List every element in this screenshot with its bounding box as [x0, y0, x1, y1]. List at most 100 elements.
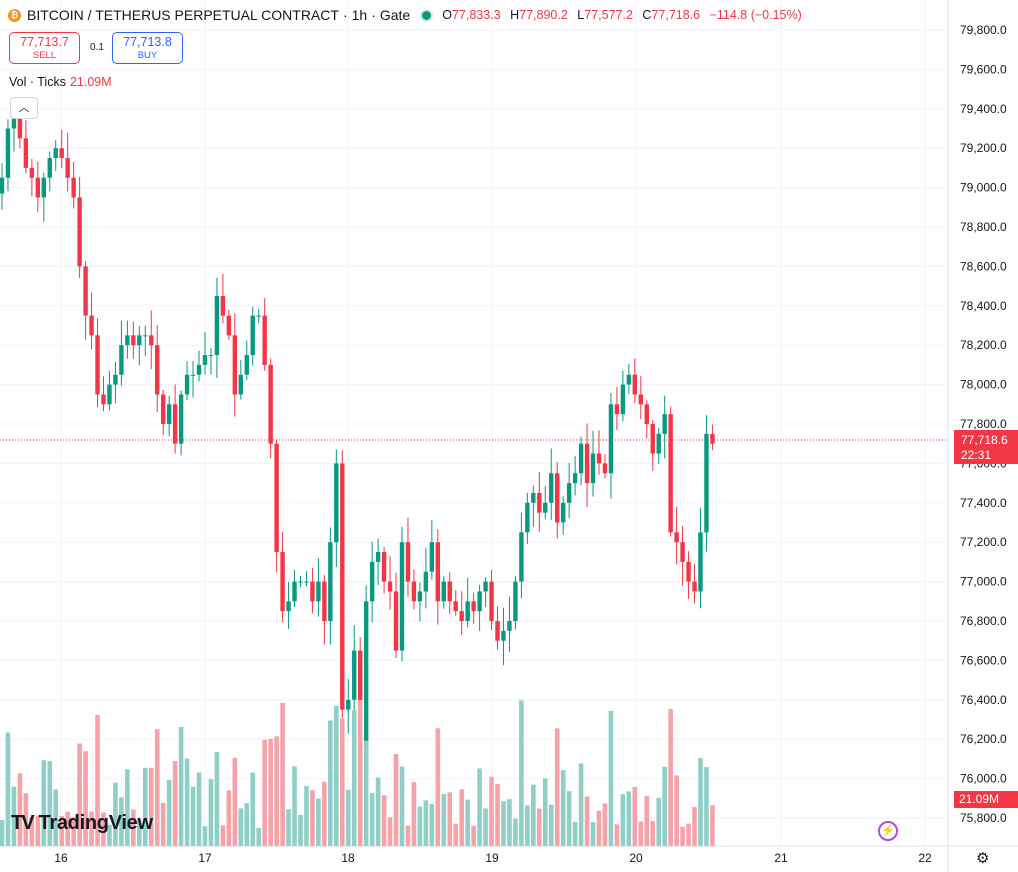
candle-body [393, 591, 399, 651]
candle-body [238, 374, 243, 395]
candle-body [363, 601, 369, 750]
volume-bar [41, 760, 47, 846]
volume-bar [29, 816, 35, 846]
volume-bar [244, 803, 250, 846]
candle-body [525, 502, 530, 533]
volume-bar [59, 816, 64, 846]
x-tick-label: 16 [54, 851, 68, 865]
volume-bar [184, 758, 190, 846]
volume-bar [23, 793, 29, 846]
volume-bar [399, 766, 405, 846]
candle-body [65, 158, 70, 178]
volume-bar [35, 815, 41, 846]
x-tick-label: 17 [198, 851, 212, 865]
volume-bar [178, 726, 184, 846]
candle-body [710, 433, 715, 444]
volume-bar [316, 798, 321, 846]
volume-bar [0, 819, 5, 846]
tradingview-logo-icon: TV [11, 812, 35, 834]
volume-bar [650, 821, 656, 846]
candle-body [447, 581, 452, 602]
candle-body [560, 502, 566, 523]
gear-icon[interactable]: ⚙ [976, 850, 990, 867]
volume-bar [274, 736, 279, 846]
volume-bar [656, 797, 661, 846]
buy-button[interactable]: 77,713.8 BUY [112, 32, 183, 64]
volume-bar [626, 791, 632, 846]
volume-bar [160, 802, 166, 846]
last-price-tag: 77,718.6 22:31 [954, 430, 1018, 464]
volume-bar [584, 796, 590, 846]
volume-bar [525, 805, 530, 846]
volume-legend-value: 21.09M [69, 75, 112, 89]
volume-bar [71, 817, 76, 846]
candle-body [137, 335, 142, 346]
sell-button[interactable]: 77,713.7 SELL [9, 32, 80, 64]
volume-bar [11, 786, 17, 846]
candle-body [280, 552, 285, 612]
candle-body [274, 443, 279, 553]
volume-bar [113, 782, 118, 846]
interval-label[interactable]: 1h [351, 7, 368, 23]
volume-bar [334, 705, 339, 846]
low-value: 77,577.2 [584, 8, 633, 22]
volume-legend[interactable]: Vol · Ticks 21.09M [9, 75, 112, 89]
candle-body [531, 492, 536, 503]
x-tick-label: 18 [341, 851, 355, 865]
volume-bar [65, 811, 70, 846]
candle-body [322, 581, 327, 621]
y-tick-label: 77,000.0 [960, 575, 1007, 589]
candle-body [328, 542, 333, 621]
volume-bar [548, 804, 554, 846]
volume-bar [387, 817, 393, 846]
volume-bar [429, 803, 435, 846]
last-volume-tag: 21.09M [954, 791, 1018, 808]
volume-bar [698, 757, 703, 846]
volume-bar [304, 785, 309, 846]
candle-body [59, 148, 64, 159]
candle-body [71, 177, 76, 198]
collapse-legend-button[interactable]: ︿ [10, 97, 38, 119]
candle-body [208, 355, 214, 357]
volume-bar [119, 797, 124, 846]
candle-body [501, 630, 506, 641]
x-tick-label: 22 [918, 851, 932, 865]
volume-bar [148, 767, 154, 846]
symbol-title[interactable]: BITCOIN / TETHERUS PERPETUAL CONTRACT [27, 7, 339, 23]
candle-body [453, 601, 458, 612]
candle-body [668, 414, 673, 533]
candle-body [381, 552, 387, 582]
lightning-icon[interactable]: ⚡ [878, 821, 898, 841]
candle-body [35, 177, 41, 198]
candle-body [519, 532, 524, 582]
candle-body [680, 542, 685, 562]
tradingview-logo[interactable]: TV TradingView [11, 812, 153, 835]
y-tick-label: 78,000.0 [960, 378, 1007, 392]
volume-bar [232, 757, 238, 846]
candle-body [29, 167, 35, 178]
volume-bar [704, 767, 709, 846]
candle-body [620, 384, 626, 415]
separator: · [342, 7, 348, 23]
candle-body [95, 335, 100, 395]
candle-body [602, 463, 608, 474]
candle-body [77, 197, 82, 267]
candle-body [650, 424, 655, 454]
volume-bar [262, 739, 267, 846]
y-tick-label: 76,200.0 [960, 732, 1007, 746]
y-tick-label: 77,200.0 [960, 535, 1007, 549]
candle-body [214, 295, 220, 356]
candle-body [435, 542, 441, 602]
volume-bar [554, 728, 560, 846]
candle-body [41, 177, 46, 198]
candle-body [507, 621, 512, 631]
candle-body [543, 502, 548, 513]
sell-label: SELL [32, 50, 57, 61]
candle-body [23, 138, 29, 168]
volume-bar [441, 794, 447, 846]
volume-bar [220, 825, 226, 846]
exchange-label[interactable]: Gate [379, 7, 411, 23]
candle-body [369, 561, 375, 602]
